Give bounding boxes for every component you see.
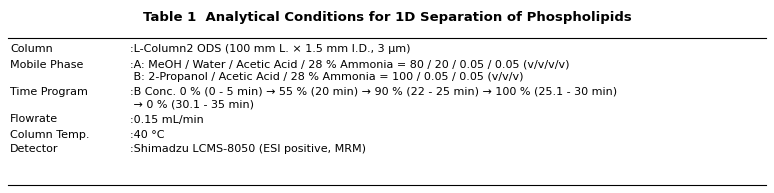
Text: :Shimadzu LCMS-8050 (ESI positive, MRM): :Shimadzu LCMS-8050 (ESI positive, MRM) bbox=[130, 145, 366, 155]
Text: Mobile Phase: Mobile Phase bbox=[10, 59, 84, 69]
Text: Table 1  Analytical Conditions for 1D Separation of Phospholipids: Table 1 Analytical Conditions for 1D Sep… bbox=[142, 12, 632, 25]
Text: Time Program: Time Program bbox=[10, 87, 88, 97]
Text: Column Temp.: Column Temp. bbox=[10, 130, 90, 140]
Text: Column: Column bbox=[10, 45, 53, 54]
Text: Detector: Detector bbox=[10, 145, 59, 155]
Text: Flowrate: Flowrate bbox=[10, 114, 58, 124]
Text: :A: MeOH / Water / Acetic Acid / 28 % Ammonia = 80 / 20 / 0.05 / 0.05 (v/v/v/v)
: :A: MeOH / Water / Acetic Acid / 28 % Am… bbox=[130, 59, 570, 82]
Text: :40 °C: :40 °C bbox=[130, 130, 165, 140]
Text: :L-Column2 ODS (100 mm L. × 1.5 mm I.D., 3 μm): :L-Column2 ODS (100 mm L. × 1.5 mm I.D.,… bbox=[130, 45, 410, 54]
Text: :B Conc. 0 % (0 - 5 min) → 55 % (20 min) → 90 % (22 - 25 min) → 100 % (25.1 - 30: :B Conc. 0 % (0 - 5 min) → 55 % (20 min)… bbox=[130, 87, 617, 110]
Text: :0.15 mL/min: :0.15 mL/min bbox=[130, 114, 204, 124]
